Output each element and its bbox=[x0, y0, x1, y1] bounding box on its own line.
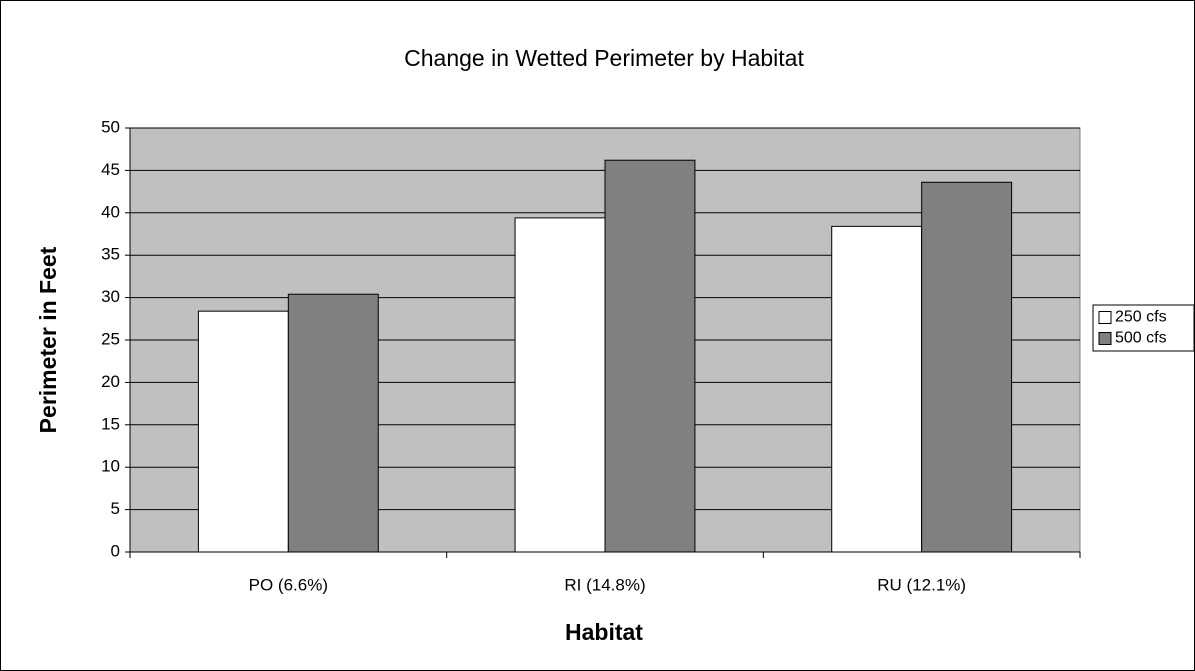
y-tick-label: 10 bbox=[101, 457, 120, 476]
y-tick-label: 25 bbox=[101, 329, 120, 348]
y-axis-title: Perimeter in Feet bbox=[35, 246, 61, 433]
y-tick-label: 35 bbox=[101, 245, 120, 264]
chart-title: Change in Wetted Perimeter by Habitat bbox=[404, 45, 804, 71]
bar bbox=[921, 181, 1013, 553]
x-axis-title: Habitat bbox=[565, 619, 643, 645]
y-tick-label: 40 bbox=[101, 202, 120, 221]
x-tick-label: RU (12.1%) bbox=[877, 575, 966, 594]
legend-swatch bbox=[1098, 311, 1112, 324]
y-tick-label: 30 bbox=[101, 287, 120, 306]
legend-swatch bbox=[1098, 332, 1112, 345]
y-tick-label: 50 bbox=[101, 117, 120, 136]
bar bbox=[604, 159, 696, 553]
y-tick-label: 0 bbox=[111, 541, 120, 560]
legend-label: 250 cfs bbox=[1115, 309, 1167, 326]
x-tick-label: PO (6.6%) bbox=[249, 575, 328, 594]
bar bbox=[197, 310, 289, 553]
bar bbox=[514, 217, 606, 553]
x-tick-label: RI (14.8%) bbox=[564, 575, 645, 594]
legend-label: 500 cfs bbox=[1115, 330, 1167, 347]
y-tick-label: 20 bbox=[101, 372, 120, 391]
y-tick-label: 15 bbox=[101, 414, 120, 433]
bar bbox=[831, 225, 923, 553]
bar bbox=[287, 293, 379, 553]
y-tick-label: 5 bbox=[111, 499, 120, 518]
y-tick-label: 45 bbox=[101, 160, 120, 179]
